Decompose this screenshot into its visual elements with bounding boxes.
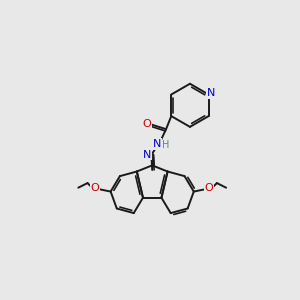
Text: O: O	[91, 184, 100, 194]
Text: O: O	[205, 184, 214, 194]
Text: N: N	[207, 88, 215, 98]
Text: N: N	[142, 150, 151, 160]
Text: H: H	[162, 140, 170, 150]
Text: N: N	[153, 139, 161, 149]
Text: O: O	[142, 119, 151, 129]
